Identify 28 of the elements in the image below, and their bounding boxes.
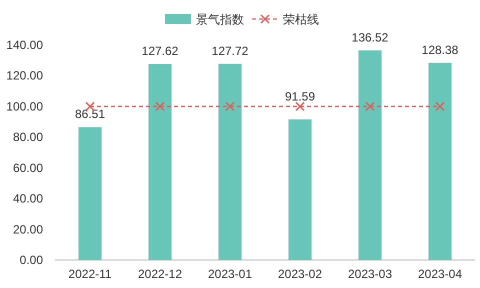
y-tick-label: 60.00 bbox=[12, 160, 44, 175]
x-tick-label: 2023-03 bbox=[348, 267, 392, 281]
x-tick-label: 2022-11 bbox=[68, 267, 112, 281]
y-tick-label: 120.00 bbox=[6, 68, 44, 83]
bar bbox=[288, 119, 312, 260]
y-tick-label: 0.00 bbox=[20, 253, 44, 267]
y-tick-label: 40.00 bbox=[12, 192, 44, 206]
x-tick-label: 2023-02 bbox=[278, 267, 322, 281]
bar bbox=[358, 50, 382, 260]
bar bbox=[428, 62, 452, 260]
legend-label: 荣枯线 bbox=[283, 12, 319, 26]
x-tick-label: 2022-12 bbox=[138, 267, 182, 281]
y-tick-label: 140.00 bbox=[6, 38, 44, 52]
y-tick-label: 100.00 bbox=[6, 99, 44, 114]
data-label: 128.38 bbox=[422, 42, 459, 57]
data-label: 136.52 bbox=[352, 30, 389, 44]
legend-label: 景气指数 bbox=[196, 12, 244, 26]
data-label: 86.51 bbox=[74, 107, 106, 122]
x-tick-label: 2023-01 bbox=[208, 267, 252, 281]
data-label: 127.72 bbox=[212, 44, 249, 58]
y-tick-label: 20.00 bbox=[12, 222, 44, 236]
x-tick-label: 2023-04 bbox=[418, 267, 462, 281]
bar bbox=[148, 64, 172, 260]
bar bbox=[78, 127, 102, 260]
data-label: 127.62 bbox=[142, 44, 179, 58]
y-tick-label: 80.00 bbox=[12, 130, 44, 144]
bar bbox=[218, 64, 242, 260]
data-label: 91.59 bbox=[284, 89, 316, 104]
